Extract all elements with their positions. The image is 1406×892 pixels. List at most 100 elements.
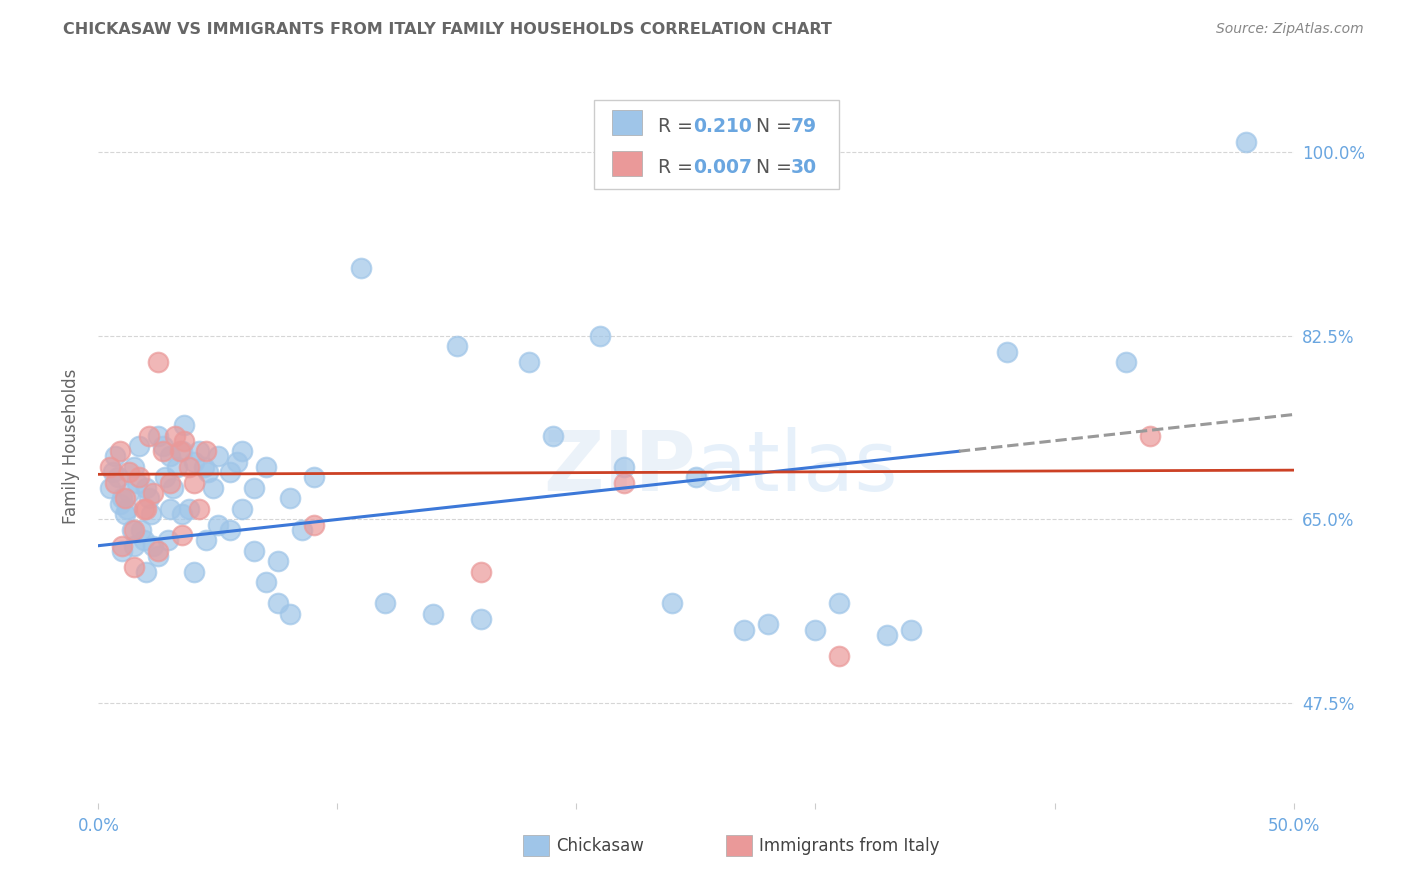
Point [128,439,150,453]
Point [179,460,201,475]
Point [132,533,155,548]
Point [517,355,540,369]
Point [291,523,314,537]
Point [243,544,266,558]
Point [98,460,122,475]
Point [900,623,922,637]
Point [125,475,148,490]
Point [470,565,492,579]
Point [613,460,636,475]
Point [446,339,468,353]
Point [142,539,165,553]
Point [267,596,290,610]
Point [118,465,141,479]
Text: Immigrants from Italy: Immigrants from Italy [759,837,939,855]
FancyBboxPatch shape [613,110,643,135]
Point [226,455,249,469]
Point [183,565,205,579]
Point [179,502,201,516]
Text: N =: N = [756,158,797,177]
Point [202,481,225,495]
Point [159,502,181,516]
Point [131,523,153,537]
Text: 79: 79 [790,117,817,136]
Text: 0.007: 0.007 [693,158,752,177]
Point [115,502,138,516]
Point [278,607,301,621]
Point [124,539,146,553]
Point [254,460,277,475]
Point [243,481,266,495]
Point [152,444,174,458]
Text: ZIP: ZIP [544,427,696,508]
Point [589,328,612,343]
Point [114,507,136,521]
Point [166,460,188,475]
Point [135,565,157,579]
Point [148,549,170,564]
Point [254,575,277,590]
Point [183,455,205,469]
Point [155,470,177,484]
Point [613,475,636,490]
Point [98,481,122,495]
Point [159,450,181,464]
FancyBboxPatch shape [595,100,839,189]
Point [121,523,143,537]
Point [1234,135,1257,149]
Point [231,502,253,516]
Point [148,544,170,558]
Point [108,497,131,511]
Point [828,648,851,663]
Point [183,475,205,490]
Point [111,544,134,558]
Point [302,470,325,484]
Point [1139,428,1161,442]
Point [995,344,1018,359]
Point [193,460,215,475]
Point [219,465,242,479]
Point [111,539,134,553]
Point [350,260,373,275]
Point [173,434,195,448]
Point [828,596,851,610]
FancyBboxPatch shape [523,835,548,856]
Point [187,444,209,458]
Point [278,491,301,506]
Point [267,554,290,568]
Point [197,465,219,479]
Text: R =: R = [658,158,699,177]
Point [124,559,146,574]
Point [135,481,157,495]
Point [138,428,160,442]
Point [733,623,755,637]
Point [195,444,218,458]
Text: 30: 30 [790,158,817,177]
Point [187,502,209,516]
Point [470,612,492,626]
Point [173,417,195,432]
Point [128,470,150,484]
Text: Chickasaw: Chickasaw [557,837,644,855]
Y-axis label: Family Households: Family Households [62,368,80,524]
Point [107,470,129,484]
Point [111,491,134,506]
Point [195,533,218,548]
Point [152,439,174,453]
Point [374,596,396,610]
Point [804,623,827,637]
Point [207,517,229,532]
Text: atlas: atlas [696,427,897,508]
Point [132,502,155,516]
Text: Source: ZipAtlas.com: Source: ZipAtlas.com [1216,22,1364,37]
Text: R =: R = [658,117,699,136]
Point [302,517,325,532]
Point [138,491,160,506]
Point [162,481,184,495]
Point [172,507,194,521]
FancyBboxPatch shape [725,835,752,856]
Point [876,628,898,642]
Text: CHICKASAW VS IMMIGRANTS FROM ITALY FAMILY HOUSEHOLDS CORRELATION CHART: CHICKASAW VS IMMIGRANTS FROM ITALY FAMIL… [63,22,832,37]
Point [108,444,131,458]
Point [104,475,127,490]
